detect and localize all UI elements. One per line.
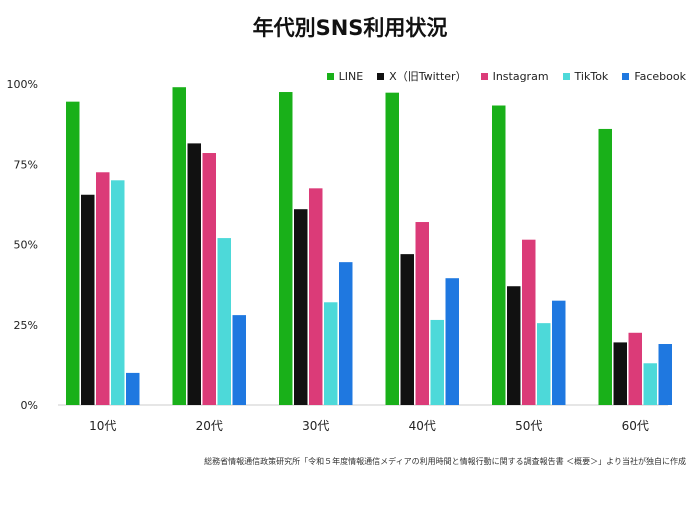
- y-tick-label: 50%: [14, 239, 38, 252]
- legend-label-tiktok: TikTok: [574, 69, 609, 83]
- bar-60代-LINE: [598, 128, 612, 405]
- x-tick-label: 40代: [409, 419, 436, 433]
- bar-40代-X（旧Twitter）: [400, 254, 414, 405]
- legend-label-line: LINE: [338, 69, 364, 83]
- bar-20代-TikTok: [217, 238, 231, 405]
- bar-50代-Facebook: [552, 300, 566, 405]
- legend-item-tiktok: TikTok: [562, 68, 609, 84]
- legend-swatch-x: [377, 72, 385, 80]
- bar-10代-X（旧Twitter）: [81, 194, 95, 405]
- bar-60代-TikTok: [643, 363, 657, 405]
- bar-40代-Facebook: [445, 278, 459, 405]
- bar-50代-TikTok: [537, 323, 551, 405]
- source-note: 総務省情報通信政策研究所「令和５年度情報通信メディアの利用時間と情報行動に関する…: [204, 457, 686, 466]
- bar-30代-TikTok: [324, 302, 338, 405]
- bar-40代-Instagram: [415, 222, 429, 405]
- x-tick-label: 20代: [196, 419, 223, 433]
- legend-item-x: X（旧Twitter）: [377, 68, 467, 84]
- chart-legend: LINE X（旧Twitter） Instagram TikTok Facebo…: [326, 68, 686, 84]
- y-tick-label: 100%: [7, 78, 38, 91]
- bar-50代-X（旧Twitter）: [507, 286, 521, 405]
- bar-30代-X（旧Twitter）: [294, 209, 308, 405]
- legend-label-facebook: Facebook: [634, 69, 686, 83]
- bar-10代-TikTok: [111, 180, 125, 405]
- chart-title: 年代別SNS利用状況: [252, 16, 448, 40]
- bar-30代-Instagram: [309, 188, 323, 405]
- legend-label-x: X（旧Twitter）: [389, 70, 467, 83]
- legend-item-line: LINE: [326, 68, 364, 84]
- bar-10代-Instagram: [96, 172, 110, 405]
- legend-item-instagram: Instagram: [480, 68, 549, 84]
- x-tick-label: 10代: [89, 419, 116, 433]
- legend-swatch-instagram: [480, 72, 488, 80]
- x-tick-label: 30代: [302, 419, 329, 433]
- bar-20代-Instagram: [202, 153, 216, 405]
- legend-swatch-facebook: [622, 72, 630, 80]
- bar-60代-Instagram: [628, 332, 642, 405]
- bar-20代-X（旧Twitter）: [187, 143, 201, 405]
- legend-label-instagram: Instagram: [492, 69, 549, 83]
- bar-10代-LINE: [66, 101, 80, 405]
- bar-60代-Facebook: [658, 344, 672, 405]
- x-tick-label: 60代: [622, 419, 649, 433]
- legend-item-facebook: Facebook: [622, 68, 686, 84]
- bar-40代-LINE: [385, 92, 399, 406]
- bar-60代-X（旧Twitter）: [613, 342, 627, 405]
- bar-10代-Facebook: [126, 372, 140, 405]
- bar-20代-Facebook: [232, 315, 246, 405]
- y-tick-label: 75%: [14, 158, 38, 171]
- bar-40代-TikTok: [430, 319, 444, 405]
- legend-swatch-tiktok: [562, 72, 570, 80]
- bar-20代-LINE: [172, 87, 186, 406]
- bar-50代-Instagram: [522, 239, 536, 405]
- bar-30代-Facebook: [339, 262, 353, 405]
- bar-50代-LINE: [492, 105, 506, 405]
- legend-swatch-line: [326, 72, 334, 80]
- y-tick-label: 25%: [14, 319, 38, 332]
- y-tick-label: 0%: [21, 399, 38, 412]
- bar-30代-LINE: [279, 92, 293, 406]
- x-tick-label: 50代: [515, 419, 542, 433]
